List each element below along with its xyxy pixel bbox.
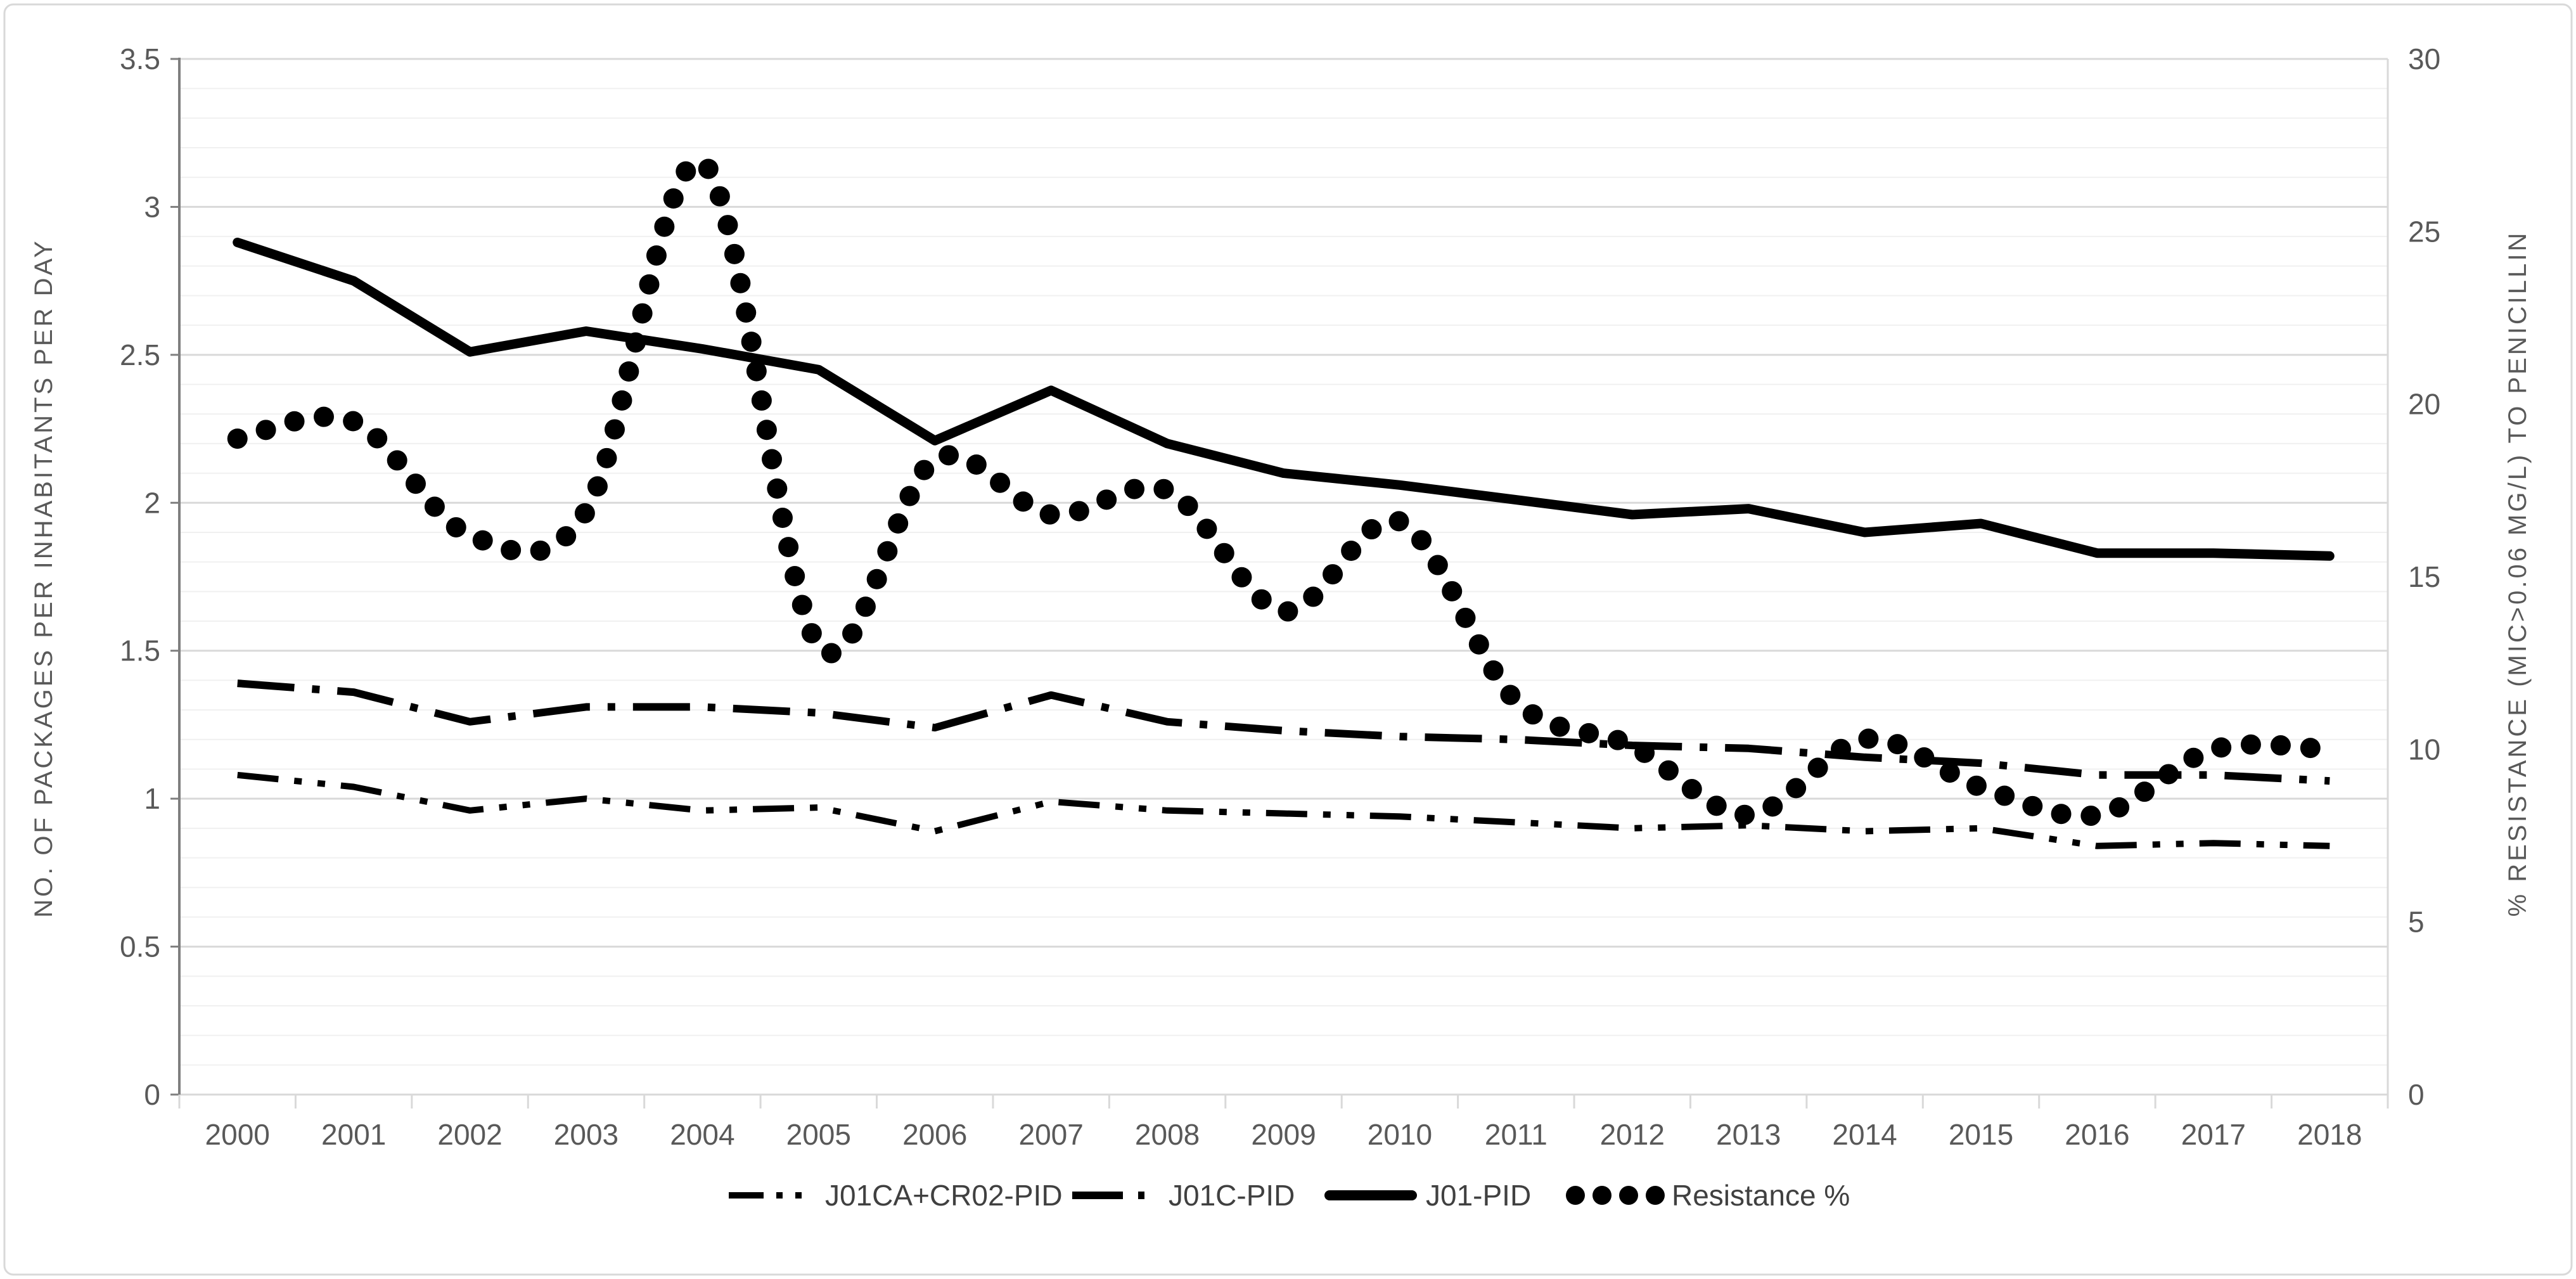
right-axis-title: % RESISTANCE (MIC>0.06 MG/L) TO PENICILL… [2504,231,2532,917]
legend-item-j01c-pid: J01C-PID [1072,1179,1295,1212]
left-axis-tick-label: 2 [144,486,160,519]
x-axis-label-2000: 2000 [205,1118,270,1151]
x-axis-label-2008: 2008 [1135,1118,1200,1151]
right-axis-tick-label: 10 [2408,733,2440,766]
legend-item-resistance: Resistance % [1566,1179,1850,1212]
x-axis-labels-group: 2000 2001 2002 2003 2004 2005 2006 2007 2008 2009… [205,1118,2362,1151]
legend-item-j01-pid: J01-PID [1324,1179,1531,1212]
right-axis-tick-label: 25 [2408,215,2440,248]
x-axis-label-2007: 2007 [1018,1118,1083,1151]
series-group [227,151,2340,849]
legend-label: J01-PID [1426,1179,1531,1212]
left-axis-tick-label: 3 [144,190,160,223]
x-axis-label-2005: 2005 [786,1118,851,1151]
legend-label: J01CA+CR02-PID [825,1179,1063,1212]
right-axis-tick-label: 5 [2408,906,2425,939]
x-axis-label-2002: 2002 [437,1118,502,1151]
axes-group [170,58,2389,1109]
x-axis-label-2014: 2014 [1832,1118,1897,1151]
axis-tick-labels-group: 0 0.5 1 1.5 2 2.5 3 3.5 0 5 10 15 20 25 30 [120,42,2440,1111]
right-axis-tick-label: 20 [2408,388,2440,421]
legend-label: J01C-PID [1169,1179,1295,1212]
x-axis-label-2013: 2013 [1716,1118,1781,1151]
legend-item-j01ca-cr02-pid: J01CA+CR02-PID [729,1179,1063,1212]
left-axis-tick-label: 3.5 [120,42,160,75]
x-axis-label-2004: 2004 [670,1118,734,1151]
left-axis-tick-label: 2.5 [120,338,160,371]
x-axis-label-2010: 2010 [1368,1118,1432,1151]
left-axis-tick-label: 1 [144,782,160,815]
chart-frame-border [3,3,2573,1276]
series-j01c-pid-line [237,679,2330,785]
series-j01ca-cr02-pid-line [237,771,2330,849]
legend-label: Resistance % [1672,1179,1850,1212]
x-axis-label-2011: 2011 [1485,1118,1548,1151]
x-axis-label-2003: 2003 [554,1118,618,1151]
x-axis-label-2015: 2015 [1949,1118,2013,1151]
gridlines-group [179,58,2388,1066]
x-axis-label-2012: 2012 [1600,1118,1665,1151]
right-axis-tick-label: 15 [2408,560,2440,593]
left-axis-tick-label: 1.5 [120,634,160,667]
x-axis-label-2016: 2016 [2065,1118,2129,1151]
x-axis-label-2006: 2006 [902,1118,967,1151]
x-axis-label-2017: 2017 [2181,1118,2246,1151]
x-axis-label-2018: 2018 [2297,1118,2362,1151]
series-j01-pid-line [233,238,2335,561]
legend: J01CA+CR02-PID J01C-PID J01-PID Resistance … [729,1179,1850,1212]
left-axis-tick-label: 0 [144,1078,160,1111]
right-axis-tick-label: 30 [2408,42,2440,75]
series-resistance-line [227,151,2340,826]
left-axis-title: NO. OF PACKAGES PER INHABITANTS PER DAY [30,238,58,918]
right-axis-tick-label: 0 [2408,1078,2425,1111]
left-axis-tick-label: 0.5 [120,930,160,963]
x-axis-label-2001: 2001 [321,1118,386,1151]
x-axis-label-2009: 2009 [1251,1118,1316,1151]
